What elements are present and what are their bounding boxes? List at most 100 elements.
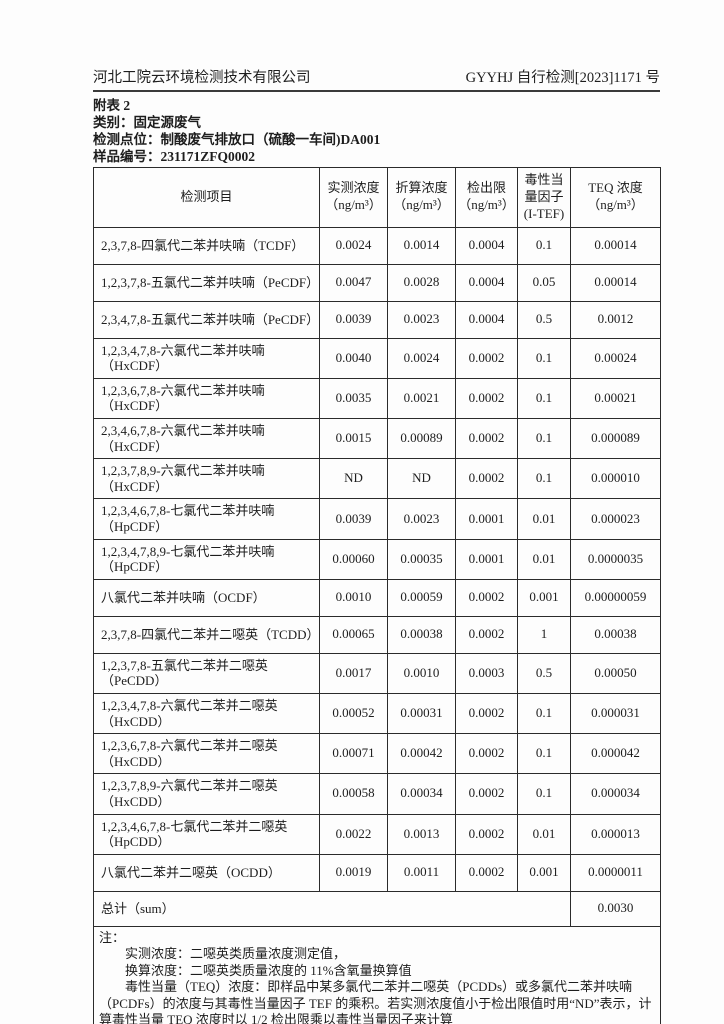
value-cell: 0.0023 (387, 300, 456, 339)
value-cell: 0.0039 (319, 498, 388, 540)
value-cell: 0.0002 (455, 615, 518, 654)
column-header-detection-limit: 检出限（ng/m³） (455, 167, 518, 228)
sample-number-line: 样品编号：231171ZFQ0002 (93, 149, 256, 164)
value-cell: 0.00058 (319, 773, 388, 815)
value-cell: 0.01 (517, 498, 571, 540)
table-row: 1,2,3,4,6,7,8-七氯代二苯并呋喃（HpCDF） 0.0039 0.002… (93, 498, 661, 540)
value-cell: 0.0028 (387, 263, 456, 302)
value-cell: 0.0002 (455, 458, 518, 500)
company-name: 河北工院云环境检测技术有限公司 (93, 70, 311, 86)
analyte-name: 1,2,3,7,8,9-六氯代二苯并呋喃（HxCDF） (93, 458, 320, 500)
table-body: 2,3,7,8-四氯代二苯并呋喃（TCDF） 0.0024 0.0014 0.0004… (93, 226, 661, 892)
value-cell: 0.0011 (387, 853, 456, 892)
value-cell: 0.0000011 (570, 853, 661, 892)
analyte-name: 1,2,3,4,7,8,9-七氯代二苯并呋喃（HpCDF） (93, 538, 320, 580)
value-cell: ND (319, 458, 388, 500)
value-cell: 0.0002 (455, 578, 518, 617)
value-cell: 0.0040 (319, 337, 388, 379)
value-cell: 0.1 (517, 773, 571, 815)
value-cell: 0.00050 (570, 652, 661, 694)
value-cell: 0.001 (517, 578, 571, 617)
value-cell: 0.00035 (387, 538, 456, 580)
monitoring-point-line: 检测点位：制酸废气排放口（硫酸一车间)DA001 (93, 132, 381, 147)
value-cell: 0.00065 (319, 615, 388, 654)
column-header-item: 检测项目 (93, 167, 320, 228)
table-row: 2,3,7,8-四氯代二苯并二噁英（TCDD） 0.00065 0.00038 0.0… (93, 615, 661, 654)
column-header-teq: TEQ 浓度（ng/m³） (570, 167, 661, 228)
category-line: 类别：固定源废气 (93, 115, 201, 130)
value-cell: 0.000023 (570, 498, 661, 540)
value-cell: 0.0013 (387, 813, 456, 855)
value-cell: 0.0010 (319, 578, 388, 617)
column-header-converted: 折算浓度（ng/m³） (387, 167, 456, 228)
value-cell: 0.0022 (319, 813, 388, 855)
value-cell: 0.0012 (570, 300, 661, 339)
value-cell: 0.00071 (319, 733, 388, 775)
value-cell: 0.00000059 (570, 578, 661, 617)
report-number: GYYHJ 自行检测[2023]1171 号 (465, 70, 660, 86)
value-cell: 0.0021 (387, 377, 456, 420)
total-value: 0.0030 (570, 890, 661, 927)
table-row: 1,2,3,4,7,8-六氯代二苯并二噁英（HxCDD） 0.00052 0.000… (93, 692, 661, 735)
value-cell: 0.00089 (387, 418, 456, 460)
value-cell: 0.1 (517, 337, 571, 379)
value-cell: 0.00014 (570, 263, 661, 302)
table-row: 1,2,3,7,8,9-六氯代二苯并呋喃（HxCDF） ND ND 0.0002 0.1… (93, 458, 661, 500)
value-cell: 0.0001 (455, 538, 518, 580)
value-cell: 0.00038 (387, 615, 456, 654)
value-cell: 0.0000035 (570, 538, 661, 580)
analyte-name: 1,2,3,4,7,8-六氯代二苯并呋喃（HxCDF） (93, 337, 320, 379)
analyte-name: 1,2,3,7,8-五氯代二苯并呋喃（PeCDF） (93, 263, 320, 302)
table-row: 2,3,4,6,7,8-六氯代二苯并呋喃（HxCDF） 0.0015 0.00089… (93, 418, 661, 460)
value-cell: 0.0002 (455, 733, 518, 775)
value-cell: 0.000013 (570, 813, 661, 855)
value-cell: 0.0015 (319, 418, 388, 460)
analyte-name: 八氯代二苯并呋喃（OCDF） (93, 578, 320, 617)
table-row: 1,2,3,6,7,8-六氯代二苯并二噁英（HxCDD） 0.00071 0.000… (93, 733, 661, 775)
value-cell: 0.0019 (319, 853, 388, 892)
value-cell: 0.0002 (455, 853, 518, 892)
analyte-name: 1,2,3,4,6,7,8-七氯代二苯并呋喃（HpCDF） (93, 498, 320, 540)
column-header-measured: 实测浓度（ng/m³） (319, 167, 388, 228)
value-cell: 0.00024 (570, 337, 661, 379)
value-cell: 0.0002 (455, 692, 518, 735)
value-cell: 0.1 (517, 458, 571, 500)
value-cell: 0.00031 (387, 692, 456, 735)
value-cell: 0.0039 (319, 300, 388, 339)
analyte-name: 2,3,4,6,7,8-六氯代二苯并呋喃（HxCDF） (93, 418, 320, 460)
analyte-name: 1,2,3,4,6,7,8-七氯代二苯并二噁英（HpCDD） (93, 813, 320, 855)
table-header-row: 检测项目 实测浓度（ng/m³） 折算浓度（ng/m³） 检出限（ng/m³） … (93, 167, 661, 228)
table-row: 1,2,3,4,7,8-六氯代二苯并呋喃（HxCDF） 0.0040 0.0024 0… (93, 337, 661, 379)
analyte-name: 1,2,3,6,7,8-六氯代二苯并呋喃（HxCDF） (93, 377, 320, 420)
table-row: 1,2,3,4,7,8,9-七氯代二苯并呋喃（HpCDF） 0.00060 0.00… (93, 538, 661, 580)
value-cell: 0.5 (517, 300, 571, 339)
value-cell: 0.0004 (455, 300, 518, 339)
value-cell: 0.00052 (319, 692, 388, 735)
value-cell: 0.0014 (387, 226, 456, 265)
column-header-tef: 毒性当量因子(I-TEF) (517, 167, 571, 228)
value-cell: 0.00014 (570, 226, 661, 265)
analyte-name: 八氯代二苯并二噁英（OCDD） (93, 853, 320, 892)
analyte-name: 1,2,3,7,8,9-六氯代二苯并二噁英（HxCDD） (93, 773, 320, 815)
value-cell: 0.1 (517, 226, 571, 265)
value-cell: 0.00042 (387, 733, 456, 775)
value-cell: 0.0002 (455, 337, 518, 379)
table-row: 2,3,7,8-四氯代二苯并呋喃（TCDF） 0.0024 0.0014 0.0004… (93, 226, 661, 265)
note-teq-definition: 毒性当量（TEQ）浓度：即样品中某多氯代二苯并二噁英（PCDDs）或多氯代二苯并… (99, 979, 652, 1024)
value-cell: 0.0047 (319, 263, 388, 302)
value-cell: 0.0004 (455, 263, 518, 302)
value-cell: 0.0023 (387, 498, 456, 540)
value-cell: 0.0002 (455, 418, 518, 460)
analyte-name: 2,3,7,8-四氯代二苯并呋喃（TCDF） (93, 226, 320, 265)
sample-meta: 附表 2 类别：固定源废气 检测点位：制酸废气排放口（硫酸一车间)DA001 样… (93, 97, 660, 165)
table-row: 八氯代二苯并二噁英（OCDD） 0.0019 0.0011 0.0002 0.001 0.… (93, 853, 661, 892)
value-cell: 0.000010 (570, 458, 661, 500)
value-cell: 0.001 (517, 853, 571, 892)
value-cell: 0.5 (517, 652, 571, 694)
value-cell: 0.0002 (455, 813, 518, 855)
value-cell: 0.0024 (387, 337, 456, 379)
value-cell: 1 (517, 615, 571, 654)
table-row: 1,2,3,7,8-五氯代二苯并呋喃（PeCDF） 0.0047 0.0028 0.0… (93, 263, 661, 302)
value-cell: 0.0003 (455, 652, 518, 694)
